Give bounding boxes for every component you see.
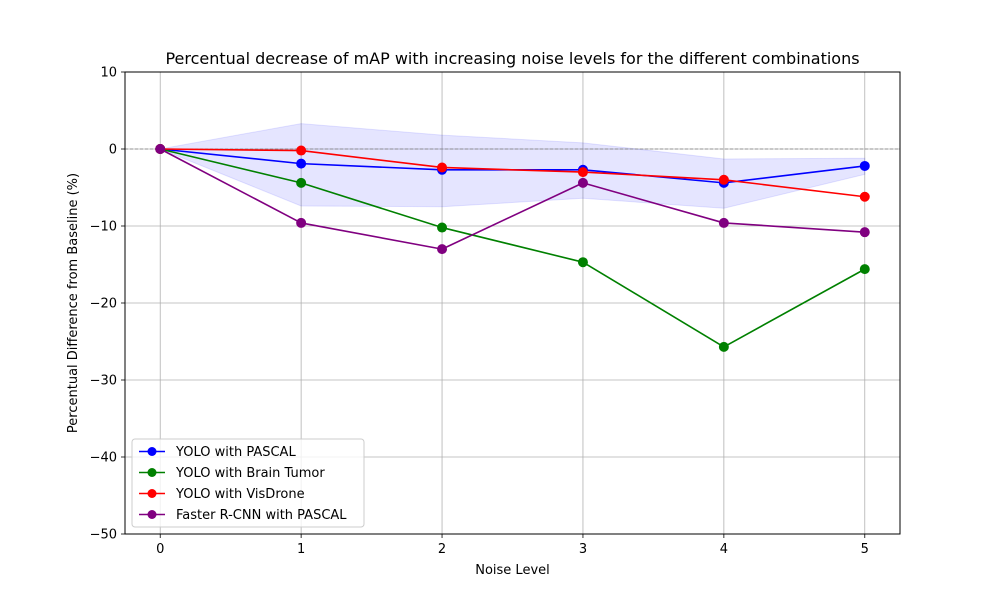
y-tick-label: 0 xyxy=(109,143,117,158)
legend-label: YOLO with VisDrone xyxy=(175,487,305,502)
data-point xyxy=(437,244,448,255)
x-tick-label: 3 xyxy=(579,542,587,557)
data-point xyxy=(859,264,870,275)
data-point xyxy=(296,217,307,228)
data-point xyxy=(437,162,448,173)
data-point xyxy=(718,341,729,352)
legend-entry: Faster R-CNN with PASCAL xyxy=(139,508,347,523)
y-tick-label: −20 xyxy=(90,297,117,312)
data-point xyxy=(718,174,729,185)
data-point xyxy=(437,222,448,233)
x-tick-label: 0 xyxy=(156,542,164,557)
data-point xyxy=(577,257,588,268)
data-point xyxy=(859,160,870,171)
x-axis-ticks: 0 1 2 3 4 5 xyxy=(156,534,869,557)
series-line xyxy=(159,148,865,250)
data-point xyxy=(577,167,588,178)
data-point xyxy=(155,144,166,154)
data-point xyxy=(859,227,870,238)
data-point xyxy=(718,217,729,228)
y-tick-label: 10 xyxy=(100,66,117,81)
legend-label: YOLO with Brain Tumor xyxy=(175,466,325,481)
data-point xyxy=(577,177,588,188)
series-line xyxy=(160,148,865,198)
y-tick-label: −30 xyxy=(90,374,117,389)
data-point xyxy=(296,145,307,156)
x-tick-label: 1 xyxy=(297,542,305,557)
x-axis-label: Noise Level xyxy=(475,563,550,578)
data-point xyxy=(296,177,307,188)
legend-entry: YOLO with Brain Tumor xyxy=(139,466,325,481)
legend-items: YOLO with PASCAL YOLO with Brain Tumor YOL… xyxy=(139,445,347,523)
series-group xyxy=(155,144,870,255)
chart-title: Percentual decrease of mAP with increasi… xyxy=(165,49,859,68)
data-point xyxy=(296,158,307,169)
legend-swatch-marker xyxy=(147,468,157,477)
legend-entry: YOLO with VisDrone xyxy=(139,487,305,502)
legend-label: Faster R-CNN with PASCAL xyxy=(176,508,347,523)
legend-entry: YOLO with PASCAL xyxy=(139,445,296,460)
x-tick-label: 4 xyxy=(720,542,728,557)
y-axis-label: Percentual Difference from Baseline (%) xyxy=(66,173,81,433)
legend-label: YOLO with PASCAL xyxy=(175,445,296,460)
series-layer xyxy=(155,144,870,352)
y-tick-label: −50 xyxy=(90,528,117,543)
y-tick-label: −40 xyxy=(90,451,117,466)
x-tick-label: 5 xyxy=(861,542,869,557)
legend-swatch-marker xyxy=(147,489,157,498)
legend-swatch-marker xyxy=(147,510,157,519)
x-tick-label: 2 xyxy=(438,542,446,557)
legend-box xyxy=(131,438,365,528)
data-point xyxy=(859,191,870,202)
y-axis-ticks: 10 0 −10 −20 −30 −40 −50 xyxy=(90,66,125,543)
legend-swatch-marker xyxy=(147,447,157,456)
legend: YOLO with PASCAL YOLO with Brain Tumor YOL… xyxy=(131,438,365,528)
y-tick-label: −10 xyxy=(90,220,117,235)
series-line xyxy=(160,148,866,348)
